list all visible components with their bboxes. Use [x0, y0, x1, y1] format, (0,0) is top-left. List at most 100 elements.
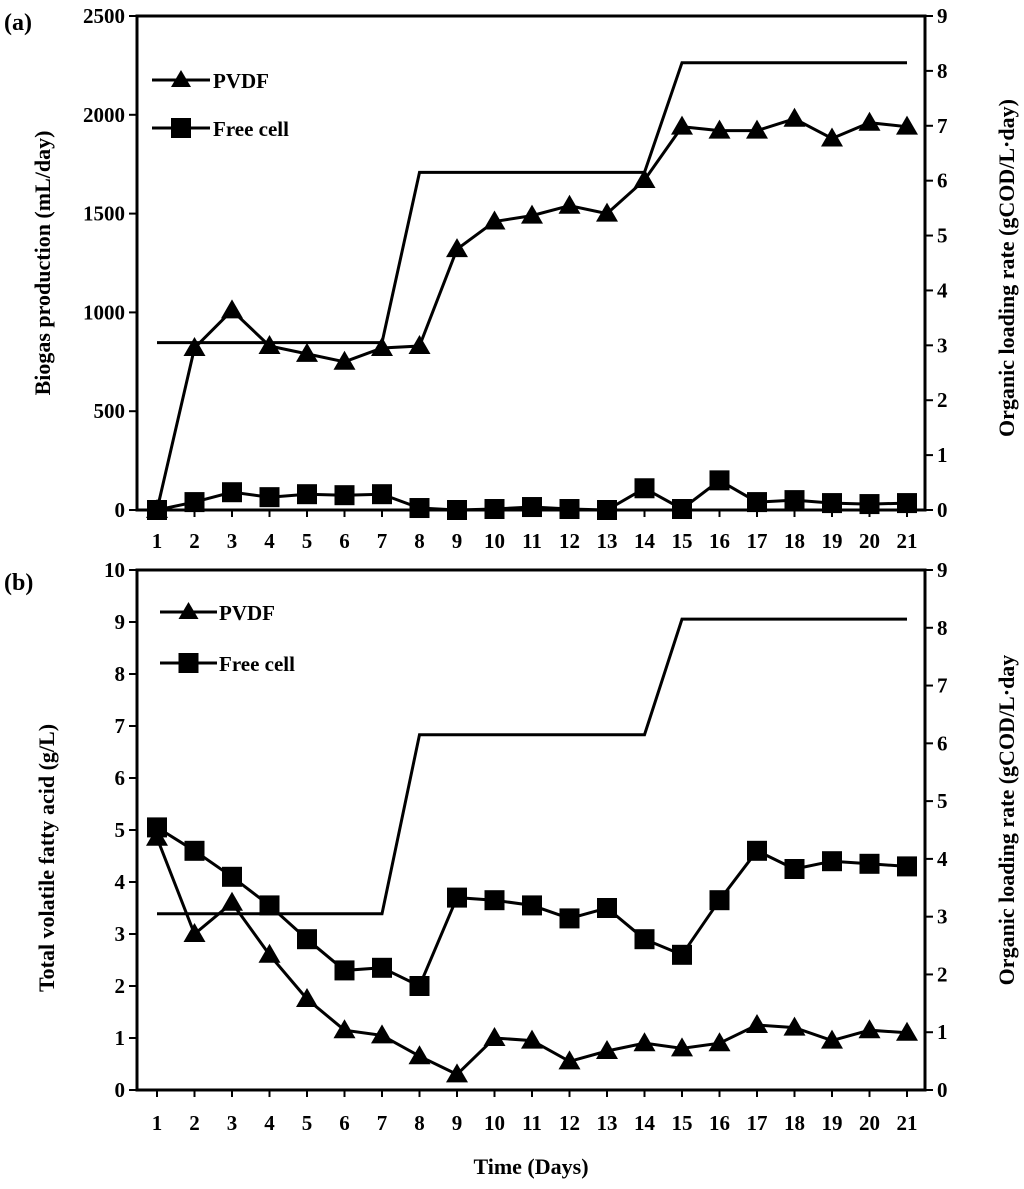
series-line-pvdf — [155, 117, 908, 511]
data-point-free-cell — [259, 895, 280, 916]
x-tick-label: 4 — [264, 529, 275, 553]
legend-marker-pvdf — [171, 70, 191, 87]
y2-tick-label: 3 — [937, 905, 948, 929]
y2-tick-label: 9 — [937, 558, 948, 582]
data-point-free-cell — [859, 853, 880, 874]
data-point-pvdf — [596, 202, 618, 222]
x-tick-label: 2 — [189, 1111, 200, 1135]
x-tick-label: 17 — [747, 1111, 768, 1135]
data-point-pvdf — [446, 1063, 468, 1083]
data-point-pvdf — [783, 107, 806, 127]
y2-tick-label: 9 — [937, 4, 948, 28]
data-point-free-cell — [222, 482, 242, 503]
data-point-free-cell — [672, 499, 692, 520]
y2-tick-label: 7 — [937, 674, 948, 698]
x-tick-label: 12 — [559, 1111, 580, 1135]
data-point-free-cell — [372, 957, 392, 978]
x-tick-label: 2 — [189, 529, 200, 553]
legend-label-pvdf: PVDF — [219, 601, 275, 625]
y-tick-label: 1000 — [83, 300, 125, 324]
data-point-free-cell — [447, 887, 467, 908]
data-point-free-cell — [522, 497, 542, 518]
y-tick-label: 10 — [104, 558, 125, 582]
y2-tick-label: 2 — [937, 962, 948, 986]
data-point-free-cell — [147, 500, 167, 520]
legend-marker-pvdf — [178, 602, 199, 619]
data-point-free-cell — [222, 866, 242, 887]
x-tick-label: 8 — [414, 1111, 425, 1135]
x-tick-label: 19 — [822, 1111, 843, 1135]
x-axis-title: Time (Days) — [473, 1154, 588, 1179]
data-point-pvdf — [446, 238, 468, 258]
data-point-pvdf — [408, 1045, 431, 1065]
data-point-pvdf — [896, 115, 918, 135]
y2-tick-label: 5 — [937, 789, 948, 813]
data-point-free-cell — [897, 856, 917, 877]
data-point-free-cell — [409, 498, 430, 519]
data-point-pvdf — [221, 891, 243, 911]
data-point-free-cell — [822, 493, 842, 514]
y2-tick-label: 4 — [937, 847, 948, 871]
x-tick-label: 7 — [377, 529, 388, 553]
x-tick-label: 18 — [784, 1111, 805, 1135]
y-tick-label: 2 — [115, 974, 126, 998]
data-point-free-cell — [447, 500, 467, 520]
data-point-pvdf — [333, 350, 356, 370]
data-point-free-cell — [484, 890, 505, 911]
x-tick-label: 7 — [377, 1111, 388, 1135]
y-axis-title: Biogas production (mL/day) — [30, 131, 55, 396]
x-tick-label: 21 — [897, 1111, 918, 1135]
data-point-free-cell — [747, 492, 767, 513]
data-point-free-cell — [747, 840, 767, 861]
data-point-free-cell — [709, 890, 730, 911]
y2-tick-label: 0 — [937, 1078, 948, 1102]
data-point-free-cell — [822, 851, 842, 872]
data-point-free-cell — [297, 929, 317, 950]
y2-tick-label: 1 — [937, 1020, 948, 1044]
data-point-pvdf — [521, 204, 543, 224]
data-point-free-cell — [259, 487, 280, 508]
data-point-pvdf — [483, 210, 506, 230]
data-point-pvdf — [483, 1027, 506, 1046]
x-tick-label: 6 — [339, 1111, 350, 1135]
data-point-free-cell — [522, 895, 542, 916]
data-point-pvdf — [558, 194, 581, 214]
data-point-free-cell — [897, 493, 917, 514]
x-tick-label: 12 — [559, 529, 580, 553]
y-tick-label: 1 — [115, 1026, 126, 1050]
data-point-pvdf — [183, 923, 206, 942]
y-tick-label: 0 — [115, 498, 126, 522]
data-point-pvdf — [858, 1019, 881, 1039]
x-tick-label: 9 — [452, 529, 463, 553]
data-point-free-cell — [672, 944, 692, 965]
x-tick-label: 18 — [784, 529, 805, 553]
y-tick-label: 500 — [94, 399, 126, 423]
data-point-free-cell — [334, 485, 355, 506]
data-point-pvdf — [821, 127, 843, 147]
data-point-free-cell — [597, 500, 617, 520]
y2-tick-label: 3 — [937, 333, 948, 357]
data-point-pvdf — [671, 1037, 693, 1057]
x-tick-label: 13 — [597, 1111, 618, 1135]
y-tick-label: 7 — [115, 714, 126, 738]
x-tick-label: 20 — [859, 1111, 880, 1135]
y-tick-label: 2500 — [83, 4, 125, 28]
y2-axis-title: Organic loading rate (gCOD/L·day — [994, 655, 1019, 986]
panel-label: (a) — [4, 10, 32, 36]
legend-label-free-cell: Free cell — [213, 117, 289, 141]
y-tick-label: 4 — [115, 870, 126, 894]
x-tick-label: 1 — [152, 529, 163, 553]
x-tick-label: 15 — [672, 1111, 693, 1135]
legend-marker-free-cell — [178, 653, 199, 673]
x-tick-label: 3 — [227, 529, 238, 553]
data-point-pvdf — [633, 1032, 656, 1052]
data-point-free-cell — [484, 499, 505, 520]
olr-line — [157, 617, 907, 916]
y2-tick-label: 8 — [937, 59, 948, 83]
data-point-pvdf — [371, 1024, 393, 1044]
x-tick-label: 5 — [302, 1111, 313, 1135]
data-point-pvdf — [558, 1050, 581, 1070]
data-point-free-cell — [784, 859, 805, 879]
